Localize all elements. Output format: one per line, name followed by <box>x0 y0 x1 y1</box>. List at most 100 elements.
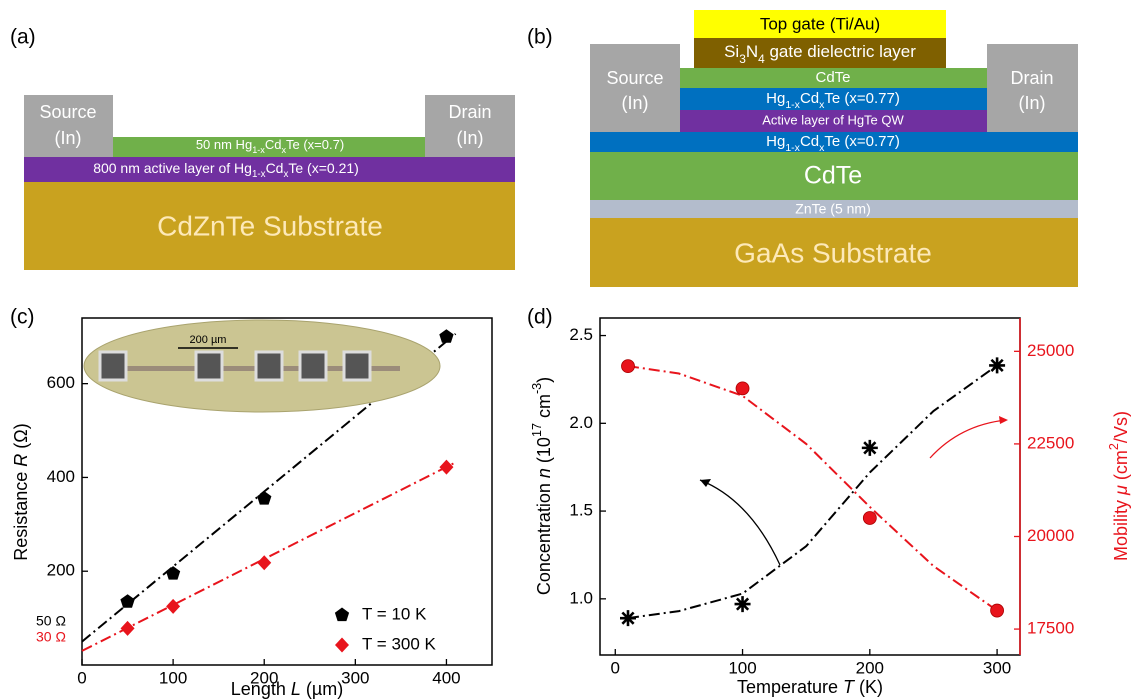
drain-label: Drain <box>448 102 491 122</box>
fit-line <box>627 364 998 620</box>
top-gate <box>694 10 946 38</box>
x-tick-label: 200 <box>250 668 278 687</box>
panel-label: (c) <box>10 306 35 329</box>
dielectric <box>694 38 946 68</box>
buffer-layer <box>590 152 1078 200</box>
layer-label: Hg1-xCdxTe (x=0.77) <box>766 133 900 154</box>
drain-label: (In) <box>1019 93 1046 113</box>
x-tick-label: 0 <box>77 668 86 687</box>
layer-label: 50 nm Hg1-xCdxTe (x=0.7) <box>196 137 344 155</box>
cap-layer <box>113 137 425 157</box>
scale-label: 200 µm <box>190 334 227 346</box>
inset-pad <box>194 350 224 382</box>
substrate <box>590 218 1078 287</box>
barrier-layer <box>590 132 1078 152</box>
y-axis-title: Concentration n (1017 cm-3) <box>530 377 553 595</box>
y2-tick-label: 25000 <box>1027 341 1074 360</box>
x-axis-title: Temperature T (K) <box>737 677 883 697</box>
marker <box>620 610 636 627</box>
y2-tick-label: 17500 <box>1027 619 1074 638</box>
drain-label: Drain <box>1010 68 1053 88</box>
substrate-label: GaAs Substrate <box>734 237 932 268</box>
marker <box>257 555 272 571</box>
panel-label: (d) <box>527 306 553 329</box>
layer-label: ZnTe (5 nm) <box>795 201 870 217</box>
inset-pad <box>98 350 128 382</box>
source-label: Source <box>606 68 663 88</box>
y-axis-title: Resistance R (Ω) <box>11 423 31 561</box>
x-tick-label: 400 <box>432 668 460 687</box>
y-tick-label: 1.5 <box>569 501 593 520</box>
legend-marker <box>334 607 350 622</box>
source-contact <box>590 44 680 132</box>
plot-frame <box>81 317 493 666</box>
diagram-b: (b) Top gate (Ti/Au) Si3N4 gate dielectr… <box>527 10 1078 287</box>
znte-layer <box>590 200 1078 218</box>
marker <box>621 359 635 374</box>
marker <box>120 620 135 636</box>
arrow <box>699 479 781 566</box>
marker <box>989 357 1006 374</box>
y-tick-label: 600 <box>47 373 75 392</box>
layer-label: Hg1-xCdxTe (x=0.77) <box>766 90 900 111</box>
layer-label: 800 nm active layer of Hg1-xCdxTe (x=0.2… <box>93 160 359 180</box>
y-tick-label: 200 <box>47 561 75 580</box>
inset-pad <box>342 350 372 382</box>
marker <box>166 598 181 614</box>
marker <box>257 491 272 505</box>
quantum-well <box>680 110 987 132</box>
marker <box>734 596 751 613</box>
arrow-head <box>999 416 1008 424</box>
drain-contact <box>987 44 1078 132</box>
annotation: 30 Ω <box>36 629 66 645</box>
x-tick-label: 300 <box>983 658 1011 677</box>
layer-label: Top gate (Ti/Au) <box>760 14 880 33</box>
marker <box>990 603 1004 618</box>
barrier-layer <box>680 88 987 110</box>
arrow-head <box>700 479 711 487</box>
annotation: 50 Ω <box>36 613 66 629</box>
layer-label: Active layer of HgTe QW <box>762 112 904 127</box>
x-tick-label: 200 <box>856 658 884 677</box>
arrow <box>929 419 1007 459</box>
inset-pad <box>298 350 328 382</box>
marker <box>735 381 750 396</box>
y2-tick-label: 20000 <box>1027 526 1074 545</box>
panel-label: (a) <box>10 26 36 49</box>
legend-marker <box>335 637 349 653</box>
x-tick-label: 0 <box>611 658 620 677</box>
substrate <box>24 182 515 270</box>
y-tick-label: 2.5 <box>569 325 593 344</box>
inset-photo: 200 µm <box>83 319 441 413</box>
cap-layer <box>680 68 987 88</box>
marker <box>166 566 181 580</box>
diagram-a: (a) Source (In) Drain (In) 50 nm Hg1-xCd… <box>10 26 515 270</box>
source-contact <box>24 95 113 157</box>
y2-axis-title: Mobility μ (cm2/Vs) <box>1107 411 1130 561</box>
y2-tick-label: 22500 <box>1027 433 1074 452</box>
layer-label: Si3N4 gate dielectric layer <box>724 42 916 66</box>
plot-frame <box>599 317 1021 656</box>
marker <box>862 511 877 525</box>
marker <box>861 439 878 456</box>
drain-label: (In) <box>457 128 484 148</box>
legend-label: T = 10 K <box>362 604 427 623</box>
y-tick-label: 400 <box>47 467 75 486</box>
x-tick-label: 100 <box>728 658 756 677</box>
panel-label: (b) <box>527 26 553 49</box>
active-layer <box>24 157 515 182</box>
marker <box>439 329 454 343</box>
substrate-label: CdZnTe Substrate <box>157 210 383 241</box>
drain-contact <box>425 95 515 157</box>
inset-pad <box>254 350 284 382</box>
layer-label: CdTe <box>815 69 850 86</box>
x-tick-label: 100 <box>159 668 187 687</box>
source-label: (In) <box>622 93 649 113</box>
x-axis-title: Length L (µm) <box>231 679 343 699</box>
source-label: (In) <box>55 128 82 148</box>
legend-label: T = 300 K <box>362 634 437 653</box>
fit-line <box>627 365 998 612</box>
source-label: Source <box>39 102 96 122</box>
fit-line <box>81 461 457 652</box>
